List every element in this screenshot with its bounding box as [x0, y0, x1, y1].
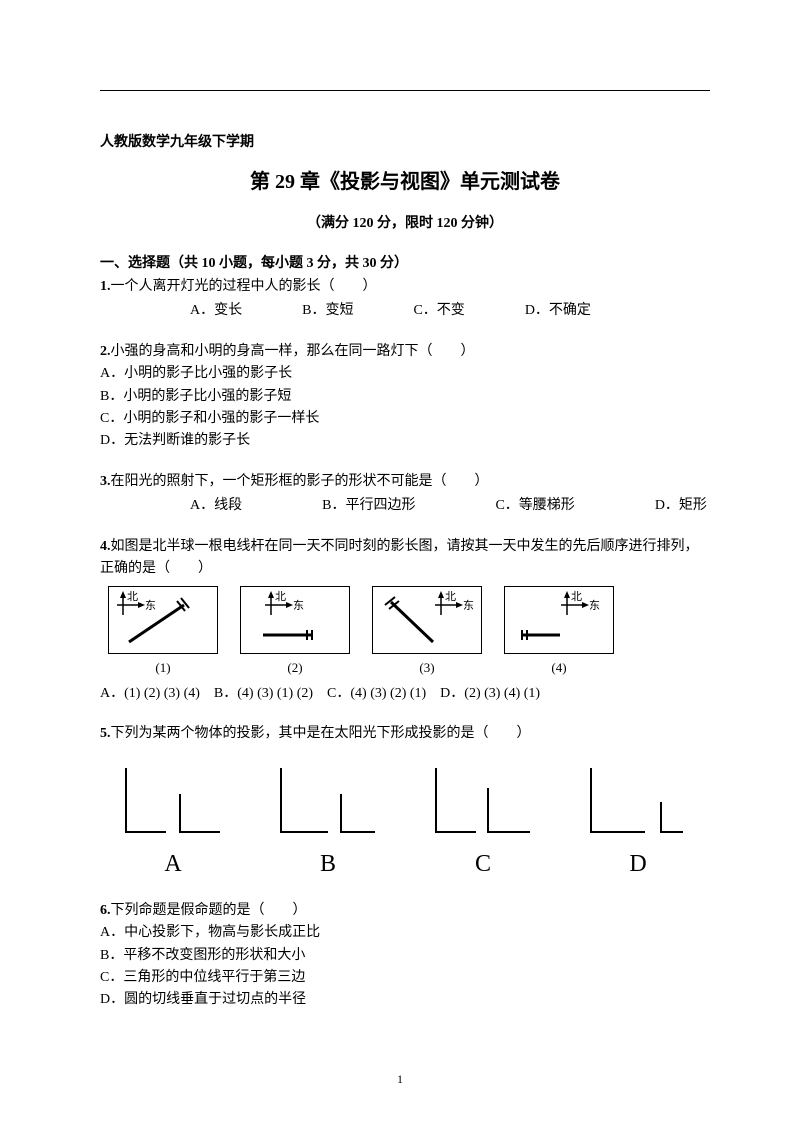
- svg-text:北: 北: [127, 590, 138, 603]
- question-2: 2.小强的身高和小明的身高一样，那么在同一路灯下（ ） A．小明的影子比小强的影…: [100, 341, 710, 453]
- q4-text: 如图是北半球一根电线杆在同一天不同时刻的影长图，请按其一天中发生的先后顺序进行排…: [100, 539, 699, 576]
- q6-opt-a: A．中心投影下，物高与影长成正比: [100, 922, 710, 944]
- q1-opt-b: B．变短: [302, 300, 353, 322]
- page-content: 人教版数学九年级下学期 第 29 章《投影与视图》单元测试卷 （满分 120 分…: [0, 0, 800, 1070]
- q4-fig-wrap-1: 北 东 (1): [108, 586, 218, 679]
- q2-opt-b: B．小明的影子比小强的影子短: [100, 386, 710, 408]
- compass-diagram-1-icon: 北 东: [109, 587, 217, 653]
- q1-text: 一个人离开灯光的过程中人的影长（ ）: [111, 279, 377, 294]
- q4-fig-4: 北 东: [504, 586, 614, 654]
- q2-opt-d: D．无法判断谁的影子长: [100, 430, 710, 452]
- q5-label-c: C: [428, 851, 538, 878]
- q3-opt-c: C．等腰梯形: [495, 495, 574, 517]
- svg-text:北: 北: [275, 590, 286, 603]
- q6-opt-b: B．平移不改变图形的形状和大小: [100, 945, 710, 967]
- q3-text: 在阳光的照射下，一个矩形框的影子的形状不可能是（ ）: [111, 474, 489, 489]
- shadow-diagram-c-icon: [428, 760, 538, 845]
- q5-labels: A B C D: [118, 851, 710, 878]
- svg-text:北: 北: [445, 590, 456, 603]
- book-info: 人教版数学九年级下学期: [100, 131, 710, 151]
- q1-opt-c: C．不变: [413, 300, 464, 322]
- shadow-diagram-a-icon: [118, 760, 228, 845]
- q4-figures: 北 东 (1) 北 东: [108, 586, 710, 679]
- q4-fig-wrap-4: 北 东 (4): [504, 586, 614, 679]
- q5-fig-c: [428, 760, 538, 845]
- compass-diagram-3-icon: 北 东: [373, 587, 481, 653]
- q6-text: 下列命题是假命题的是（ ）: [111, 903, 307, 918]
- q2-text: 小强的身高和小明的身高一样，那么在同一路灯下（ ）: [111, 344, 475, 359]
- question-3: 3.在阳光的照射下，一个矩形框的影子的形状不可能是（ ） A．线段 B．平行四边…: [100, 471, 710, 518]
- q2-opt-a: A．小明的影子比小强的影子长: [100, 363, 710, 385]
- q4-num: 4.: [100, 539, 111, 554]
- question-1: 1.一个人离开灯光的过程中人的影长（ ） A．变长 B．变短 C．不变 D．不确…: [100, 276, 710, 323]
- question-4: 4.如图是北半球一根电线杆在同一天不同时刻的影长图，请按其一天中发生的先后顺序进…: [100, 536, 710, 706]
- q2-opt-c: C．小明的影子和小强的影子一样长: [100, 408, 710, 430]
- top-border-line: [100, 90, 710, 91]
- q2-options: A．小明的影子比小强的影子长 B．小明的影子比小强的影子短 C．小明的影子和小强…: [100, 363, 710, 453]
- q1-options: A．变长 B．变短 C．不变 D．不确定: [100, 300, 710, 322]
- page-number: 1: [0, 1072, 800, 1087]
- svg-text:东: 东: [589, 599, 600, 612]
- shadow-diagram-d-icon: [583, 760, 693, 845]
- q6-options: A．中心投影下，物高与影长成正比 B．平移不改变图形的形状和大小 C．三角形的中…: [100, 922, 710, 1012]
- q4-cap-2: (2): [240, 658, 350, 679]
- q5-label-d: D: [583, 851, 693, 878]
- q5-figures: [118, 760, 710, 845]
- q6-opt-c: C．三角形的中位线平行于第三边: [100, 967, 710, 989]
- q3-opt-b: B．平行四边形: [322, 495, 415, 517]
- q5-fig-b: [273, 760, 383, 845]
- q4-fig-1: 北 东: [108, 586, 218, 654]
- section-1-header: 一、选择题（共 10 小题，每小题 3 分，共 30 分）: [100, 252, 710, 272]
- q4-cap-1: (1): [108, 658, 218, 679]
- chapter-title: 第 29 章《投影与视图》单元测试卷: [100, 165, 710, 194]
- q3-options: A．线段 B．平行四边形 C．等腰梯形 D．矩形: [100, 495, 710, 517]
- q6-opt-d: D．圆的切线垂直于过切点的半径: [100, 989, 710, 1011]
- q5-text: 下列为某两个物体的投影，其中是在太阳光下形成投影的是（ ）: [111, 726, 531, 741]
- q4-answers: A．(1) (2) (3) (4) B．(4) (3) (1) (2) C．(4…: [100, 683, 710, 705]
- q5-label-a: A: [118, 851, 228, 878]
- q5-label-b: B: [273, 851, 383, 878]
- q1-opt-d: D．不确定: [525, 300, 591, 322]
- q3-opt-a: A．线段: [190, 495, 242, 517]
- q4-fig-wrap-2: 北 东 (2): [240, 586, 350, 679]
- q4-cap-4: (4): [504, 658, 614, 679]
- q3-opt-d: D．矩形: [655, 495, 707, 517]
- q5-num: 5.: [100, 726, 111, 741]
- compass-diagram-2-icon: 北 东: [241, 587, 349, 653]
- q2-num: 2.: [100, 344, 111, 359]
- q4-fig-2: 北 东: [240, 586, 350, 654]
- shadow-diagram-b-icon: [273, 760, 383, 845]
- question-6: 6.下列命题是假命题的是（ ） A．中心投影下，物高与影长成正比 B．平移不改变…: [100, 900, 710, 1012]
- q6-num: 6.: [100, 903, 111, 918]
- q5-fig-a: [118, 760, 228, 845]
- q5-fig-d: [583, 760, 693, 845]
- q4-cap-3: (3): [372, 658, 482, 679]
- subtitle: （满分 120 分，限时 120 分钟）: [100, 212, 710, 232]
- q4-fig-3: 北 东: [372, 586, 482, 654]
- svg-text:北: 北: [571, 590, 582, 603]
- q1-num: 1.: [100, 279, 111, 294]
- q4-fig-wrap-3: 北 东 (3): [372, 586, 482, 679]
- compass-diagram-4-icon: 北 东: [505, 587, 613, 653]
- svg-text:东: 东: [293, 599, 304, 612]
- q1-opt-a: A．变长: [190, 300, 242, 322]
- q3-num: 3.: [100, 474, 111, 489]
- svg-text:东: 东: [463, 599, 474, 612]
- question-5: 5.下列为某两个物体的投影，其中是在太阳光下形成投影的是（ ）: [100, 723, 710, 745]
- svg-text:东: 东: [145, 599, 156, 612]
